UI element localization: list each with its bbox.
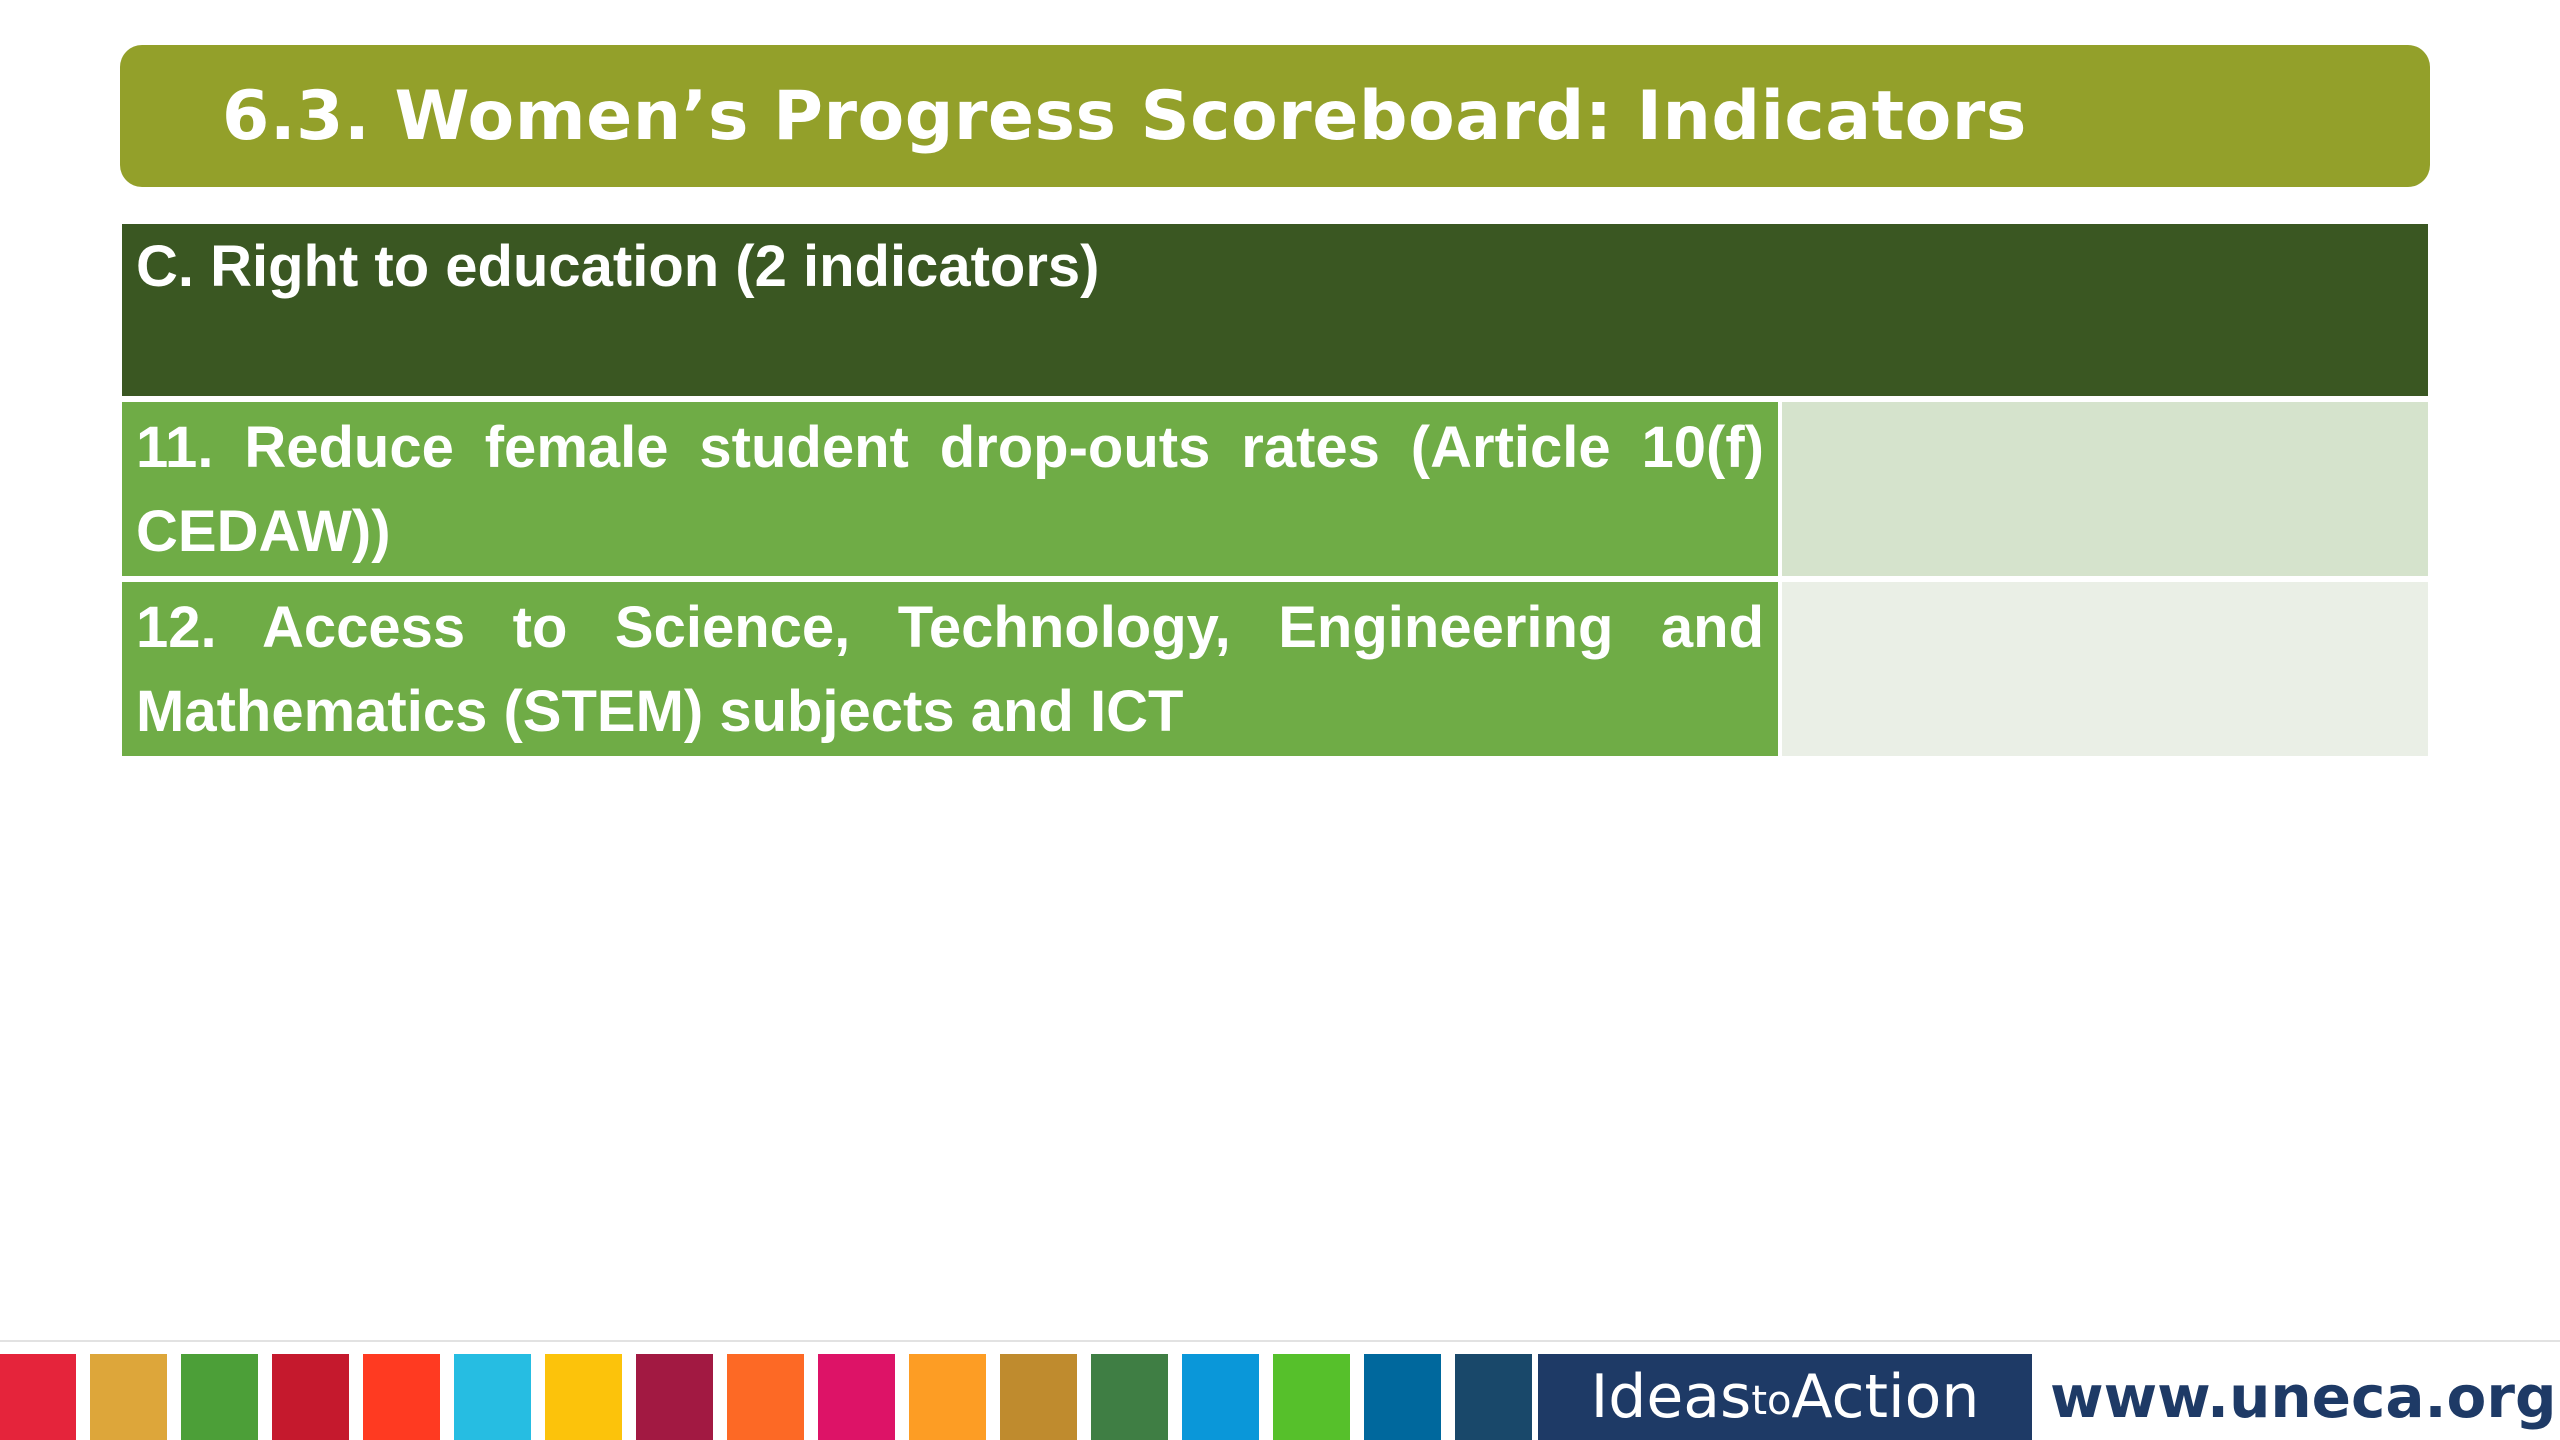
table-row: 12. Access to Science, Technology, Engin… <box>122 582 2428 756</box>
logo-word-action: Action <box>1791 1362 1980 1432</box>
logo-word-to: to <box>1751 1378 1792 1424</box>
sdg-color-square <box>545 1354 622 1440</box>
indicator-table: C. Right to education (2 indicators) 11.… <box>122 224 2428 756</box>
ideas-to-action-logo: Ideas to Action <box>1538 1354 2032 1440</box>
sdg-color-square <box>454 1354 531 1440</box>
indicator-label-cell: 12. Access to Science, Technology, Engin… <box>122 582 1778 756</box>
title-banner: 6.3. Women’s Progress Scoreboard: Indica… <box>120 45 2430 187</box>
sdg-color-square <box>818 1354 895 1440</box>
sdg-color-strip <box>0 1354 1546 1440</box>
section-header: C. Right to education (2 indicators) <box>122 224 2428 396</box>
sdg-color-square <box>1273 1354 1350 1440</box>
sdg-color-square <box>1000 1354 1077 1440</box>
footer-divider <box>0 1340 2560 1342</box>
sdg-color-square <box>181 1354 258 1440</box>
sdg-color-square <box>0 1354 76 1440</box>
indicator-label-cell: 11. Reduce female student drop-outs rate… <box>122 402 1778 576</box>
sdg-color-square <box>363 1354 440 1440</box>
logo-word-ideas: Ideas <box>1590 1362 1752 1432</box>
website-link[interactable]: www.uneca.org <box>2050 1363 2557 1431</box>
table-row: 11. Reduce female student drop-outs rate… <box>122 402 2428 576</box>
sdg-color-square <box>1091 1354 1168 1440</box>
indicator-value-cell <box>1782 402 2428 576</box>
sdg-color-square <box>272 1354 349 1440</box>
sdg-color-square <box>636 1354 713 1440</box>
sdg-color-square <box>1364 1354 1441 1440</box>
sdg-color-square <box>90 1354 167 1440</box>
sdg-color-square <box>727 1354 804 1440</box>
sdg-color-square <box>909 1354 986 1440</box>
indicator-value-cell <box>1782 582 2428 756</box>
slide-title: 6.3. Women’s Progress Scoreboard: Indica… <box>222 76 2027 156</box>
sdg-color-square <box>1455 1354 1532 1440</box>
sdg-color-square <box>1182 1354 1259 1440</box>
